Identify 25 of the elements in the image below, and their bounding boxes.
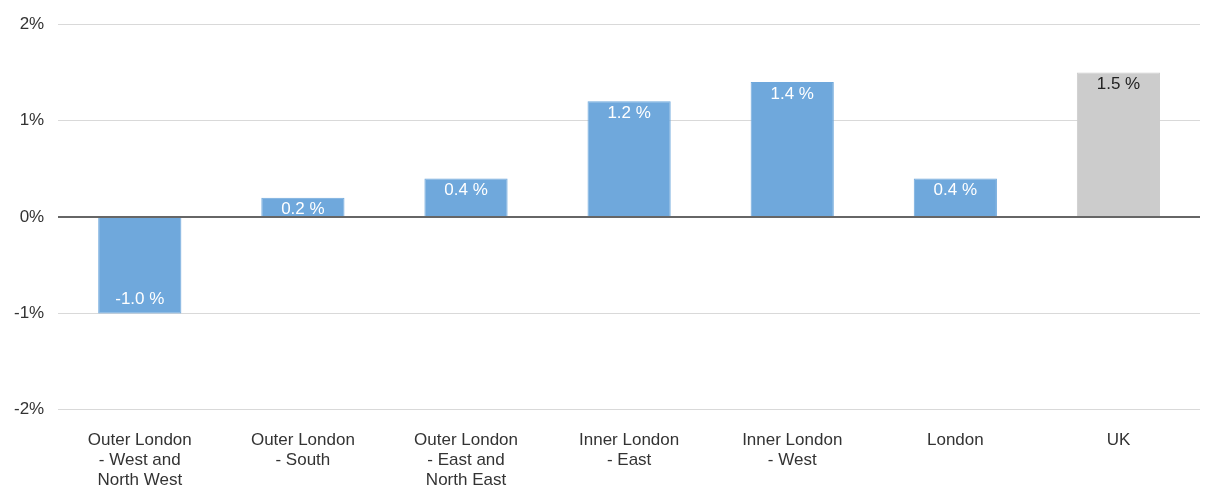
bar: [424, 178, 508, 216]
data-label: 1.4 %: [770, 83, 814, 103]
x-tick-label: Inner London - West: [742, 429, 843, 470]
y-tick-label: -1%: [14, 303, 45, 323]
bar: [98, 218, 182, 314]
x-tick-label: Inner London - East: [579, 429, 680, 470]
x-tick-label: Outer London - East and North East: [414, 429, 518, 490]
x-tick-label: Outer London - South: [250, 429, 355, 470]
data-label: 1.5 %: [1096, 74, 1141, 94]
bar: [913, 178, 997, 216]
bar: [587, 101, 671, 216]
y-tick-label: 0%: [19, 206, 45, 226]
y-tick-label: 2%: [19, 13, 45, 33]
bar: [1076, 72, 1161, 216]
bar: [750, 82, 834, 216]
x-tick-label: UK: [1106, 429, 1131, 449]
y-tick-label: 1%: [19, 110, 45, 130]
data-label: 0.4 %: [444, 180, 488, 200]
y-tick-label: -2%: [14, 399, 45, 419]
data-label: 0.2 %: [281, 199, 325, 219]
data-label: 1.2 %: [607, 103, 651, 123]
x-tick-label: Outer London - West and North West: [87, 429, 192, 490]
data-label: -1.0 %: [115, 289, 165, 309]
data-label: 0.4 %: [933, 180, 978, 200]
x-tick-label: London: [926, 429, 984, 449]
